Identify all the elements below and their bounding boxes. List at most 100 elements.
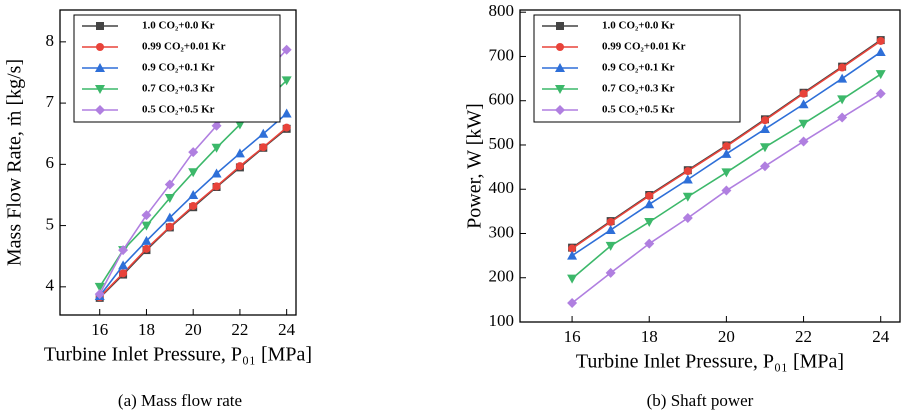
x-axis-label: Turbine Inlet Pressure, P₀₁ [MPa] — [576, 351, 844, 373]
marker — [556, 43, 564, 51]
legend-label: 0.5 CO₂+0.5 Kr — [142, 104, 215, 116]
marker — [799, 89, 808, 98]
legend-label: 0.99 CO₂+0.01 Kr — [602, 41, 686, 53]
marker — [555, 85, 565, 94]
marker — [188, 189, 199, 199]
marker — [721, 168, 732, 178]
marker — [165, 222, 174, 231]
marker — [234, 148, 245, 158]
marker — [94, 282, 105, 292]
caption: (b) Shaft power — [647, 391, 754, 410]
marker — [258, 128, 269, 138]
y-tick-label: 800 — [489, 1, 515, 20]
marker — [605, 224, 616, 234]
legend-label: 0.7 CO₂+0.3 Kr — [602, 83, 675, 95]
legend-label: 0.9 CO₂+0.1 Kr — [602, 62, 675, 74]
marker — [141, 210, 152, 221]
marker — [164, 194, 175, 204]
legend-label: 0.7 CO₂+0.3 Kr — [142, 83, 215, 95]
marker — [567, 250, 578, 260]
marker — [837, 112, 848, 123]
marker — [682, 174, 693, 184]
y-tick-label: 5 — [46, 214, 55, 233]
caption: (a) Mass flow rate — [118, 391, 242, 410]
y-tick-label: 4 — [46, 276, 55, 295]
marker — [760, 116, 769, 125]
marker — [605, 241, 616, 251]
marker — [281, 108, 292, 118]
y-tick-label: 700 — [489, 45, 515, 64]
marker — [837, 73, 848, 83]
marker — [567, 274, 578, 284]
marker — [721, 148, 732, 158]
y-axis-label: Mass Flow Rate, ṁ [kg/s] — [4, 59, 26, 266]
marker — [555, 105, 565, 115]
marker — [164, 179, 175, 190]
marker — [606, 217, 615, 226]
y-tick-label: 400 — [489, 178, 515, 197]
marker — [212, 182, 221, 191]
marker — [259, 143, 268, 152]
x-tick-label: 22 — [231, 320, 248, 339]
marker — [682, 213, 693, 223]
legend-label: 1.0 CO₂+0.0 Kr — [142, 20, 215, 32]
marker — [721, 185, 732, 196]
y-tick-label: 300 — [489, 222, 515, 241]
marker — [188, 168, 199, 178]
plot-frame — [519, 9, 901, 323]
marker — [96, 22, 104, 30]
marker — [722, 142, 731, 151]
plot-frame — [59, 9, 297, 316]
y-axis-label: Power, W [kW] — [464, 103, 486, 229]
marker — [644, 238, 655, 249]
x-tick-label: 24 — [872, 327, 890, 346]
x-axis-label: Turbine Inlet Pressure, P₀₁ [MPa] — [44, 344, 312, 366]
marker — [556, 22, 564, 30]
marker — [798, 99, 809, 109]
marker — [682, 192, 693, 202]
marker — [837, 95, 848, 105]
marker — [605, 267, 616, 278]
marker — [96, 43, 104, 51]
x-tick-label: 20 — [185, 320, 202, 339]
x-tick-label: 18 — [138, 320, 155, 339]
marker — [759, 143, 770, 153]
marker — [119, 269, 128, 278]
marker — [235, 162, 244, 171]
marker — [141, 221, 152, 231]
marker — [644, 217, 655, 227]
x-tick-label: 16 — [564, 327, 581, 346]
y-tick-label: 100 — [489, 311, 515, 330]
marker — [875, 70, 886, 80]
x-tick-label: 22 — [795, 327, 812, 346]
marker — [568, 244, 577, 253]
marker — [118, 245, 129, 256]
marker — [875, 88, 886, 99]
marker — [118, 260, 129, 270]
marker — [164, 212, 175, 222]
y-tick-label: 8 — [46, 31, 55, 50]
y-tick-label: 200 — [489, 267, 515, 286]
y-tick-label: 7 — [46, 92, 55, 111]
legend-label: 0.9 CO₂+0.1 Kr — [142, 62, 215, 74]
marker — [211, 120, 222, 131]
marker — [211, 168, 222, 178]
marker — [567, 297, 578, 308]
x-tick-label: 18 — [641, 327, 658, 346]
marker — [281, 76, 292, 86]
marker — [759, 124, 770, 134]
x-tick-label: 24 — [278, 320, 296, 339]
marker — [234, 120, 245, 130]
marker — [875, 47, 886, 57]
marker — [189, 201, 198, 210]
marker — [188, 147, 199, 158]
marker — [281, 44, 292, 55]
marker — [683, 167, 692, 176]
marker — [95, 105, 105, 115]
marker — [95, 63, 105, 72]
marker — [211, 143, 222, 153]
marker — [94, 289, 105, 300]
marker — [142, 244, 151, 253]
marker — [798, 119, 809, 129]
